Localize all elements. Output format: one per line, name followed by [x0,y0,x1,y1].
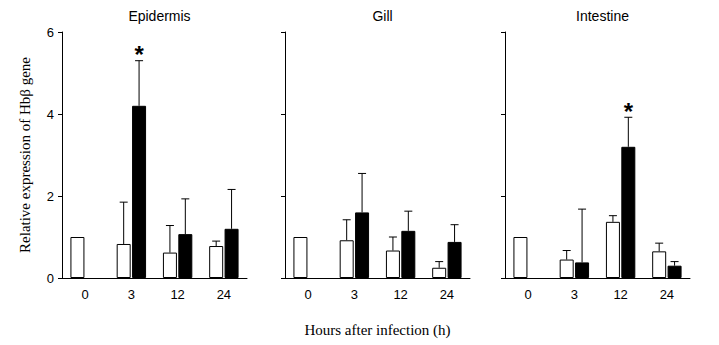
svg-text:0: 0 [47,271,54,286]
svg-text:3: 3 [571,287,578,302]
svg-text:*: * [624,98,634,125]
svg-text:Intestine: Intestine [576,8,629,24]
svg-text:24: 24 [440,287,454,302]
svg-text:12: 12 [170,287,184,302]
svg-text:3: 3 [128,287,135,302]
svg-text:Epidermis: Epidermis [128,8,190,24]
svg-text:Hours after infection (h): Hours after infection (h) [304,322,450,339]
svg-text:Gill: Gill [372,8,392,24]
svg-text:4: 4 [47,107,54,122]
svg-text:2: 2 [47,189,54,204]
svg-text:0: 0 [82,287,89,302]
svg-text:6: 6 [47,25,54,40]
svg-text:12: 12 [393,287,407,302]
svg-text:12: 12 [613,287,627,302]
svg-text:24: 24 [217,287,231,302]
svg-text:24: 24 [660,287,674,302]
svg-text:0: 0 [525,287,532,302]
svg-text:3: 3 [351,287,358,302]
svg-text:*: * [134,41,144,68]
svg-text:0: 0 [305,287,312,302]
svg-text:Relative expression of Hbβ gen: Relative expression of Hbβ gene [17,57,33,253]
